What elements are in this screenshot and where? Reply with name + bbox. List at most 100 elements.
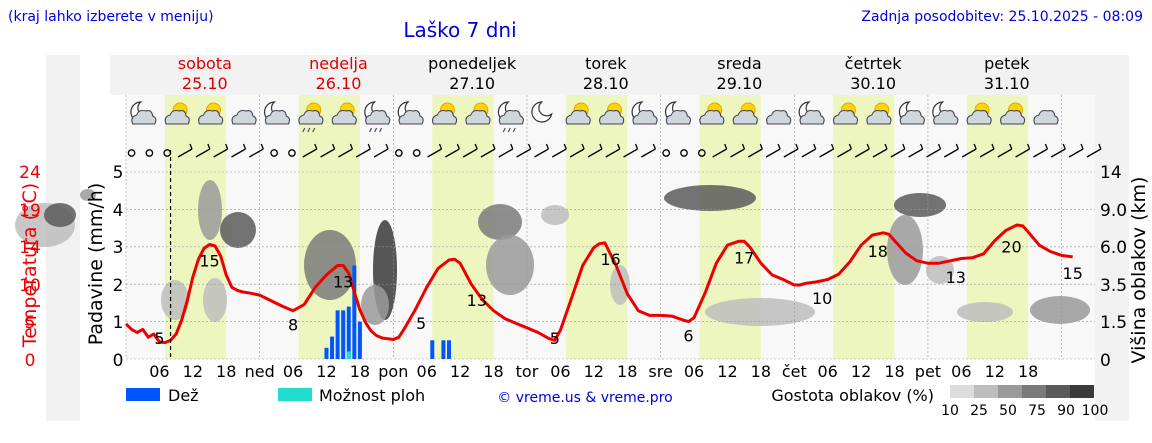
wind-barb	[1015, 143, 1031, 158]
temperature-label: 13	[946, 268, 966, 287]
moon-cloud-icon	[263, 101, 291, 125]
legend-rain-label: Dež	[168, 386, 199, 405]
precipitation-tick: 1	[113, 313, 124, 333]
moon-cloud-icon	[898, 101, 925, 125]
daylight-band	[833, 95, 895, 359]
wind-calm	[680, 149, 688, 157]
temperature-label: 16	[600, 250, 620, 269]
wind-calm	[145, 149, 154, 157]
moon-cloud-icon	[130, 101, 157, 125]
x-tick-label: 18	[350, 362, 370, 381]
sun-cloud-icon	[599, 102, 625, 125]
sun-cloud-icon	[732, 102, 758, 125]
x-tick-label: 12	[985, 362, 1005, 381]
moon-cloud-icon	[664, 101, 691, 125]
x-tick-label: 06	[818, 362, 838, 381]
wind-barb	[498, 143, 514, 158]
sun-cloud-icon	[966, 102, 992, 125]
cloud-blob	[664, 185, 756, 211]
wind-barb	[248, 143, 264, 158]
x-tick-label: tor	[516, 362, 539, 381]
right-axis-panel	[1095, 55, 1129, 421]
weather-icon-row	[130, 101, 1059, 133]
day-name: petek	[984, 54, 1030, 73]
precip-bar	[357, 321, 362, 359]
temperature-tick: 19	[19, 201, 41, 221]
x-tick-label: 18	[1018, 362, 1038, 381]
x-tick-label: 18	[751, 362, 771, 381]
precip-bar	[341, 310, 346, 359]
density-step-label: 100	[1082, 403, 1109, 419]
sun-cloud-icon	[1000, 102, 1026, 125]
credit-link[interactable]: © vreme.us & vreme.pro	[497, 390, 672, 406]
precipitation-tick-labels: 5 4 3 2 1 0	[113, 163, 124, 371]
density-swatch	[1022, 385, 1046, 398]
wind-barb	[516, 143, 532, 158]
x-tick-label: 18	[483, 362, 503, 381]
x-tick-label: sre	[648, 362, 672, 381]
day-date: 30.10	[850, 74, 896, 93]
cloud-height-tick: 3.5	[1100, 276, 1127, 296]
daylight-bands	[164, 95, 1029, 359]
x-tick-label: 12	[316, 362, 336, 381]
wind-barb	[534, 143, 550, 158]
wind-calm	[412, 149, 421, 157]
wind-barb	[213, 143, 229, 158]
density-step-label: 75	[1028, 403, 1046, 419]
cloud-blob	[161, 280, 189, 320]
x-tick-label: 18	[884, 362, 904, 381]
day-name: ponedeljek	[428, 54, 517, 73]
x-tick-label: 06	[283, 362, 303, 381]
temperature-label: 13	[467, 291, 487, 310]
density-step-label: 50	[999, 403, 1017, 419]
density-swatch	[1070, 385, 1094, 398]
moon-cloud-icon	[397, 101, 424, 125]
x-tick-label: 06	[550, 362, 570, 381]
legend-possible-label: Možnost ploh	[319, 386, 425, 405]
temperature-series-line	[124, 223, 1073, 345]
wind-calm	[697, 149, 706, 157]
moon-icon	[531, 101, 553, 123]
temperature-label: 13	[333, 273, 353, 292]
wind-calm	[395, 149, 403, 157]
cloud-blob	[705, 298, 815, 326]
x-tick-label: 18	[216, 362, 236, 381]
cloud-blob	[541, 205, 569, 225]
x-tick-label: 06	[149, 362, 169, 381]
temperature-label: 20	[1001, 237, 1021, 256]
wind-calm	[662, 149, 671, 157]
temperature-tick: 24	[19, 163, 41, 183]
temperature-label: 10	[812, 289, 832, 308]
temperature-label: 5	[416, 314, 426, 333]
day-date: 27.10	[449, 74, 495, 93]
wind-calm	[127, 149, 136, 157]
x-tick-label: 12	[584, 362, 604, 381]
temperature-tick: 5	[25, 313, 36, 333]
moon-cloud-icon	[798, 101, 825, 125]
day-name: nedelja	[309, 54, 368, 73]
day-date: 26.10	[316, 74, 362, 93]
temperature-tick: 14	[19, 238, 41, 258]
cloud-blob	[198, 180, 222, 240]
wind-barb	[605, 143, 621, 158]
wind-barb	[801, 143, 817, 158]
day-date: 31.10	[984, 74, 1030, 93]
sun-cloud-icon	[866, 102, 892, 125]
wind-barb	[819, 143, 835, 158]
precipitation-tick: 3	[113, 238, 124, 258]
wind-barb	[569, 143, 585, 158]
cloud-icon	[231, 109, 257, 125]
moon-cloud-rain-icon	[497, 101, 524, 133]
day-header-band	[110, 55, 1095, 95]
sun-cloud-icon	[699, 102, 725, 125]
precipitation-tick: 2	[113, 276, 124, 296]
cloud-blob	[44, 203, 76, 227]
region-menu-note[interactable]: (kraj lahko izberete v meniju)	[8, 9, 214, 25]
precip-bar	[346, 306, 351, 359]
wind-barb	[427, 143, 443, 158]
wind-barb	[177, 143, 193, 158]
sun-cloud-icon	[465, 102, 491, 125]
daylight-band	[565, 95, 628, 359]
